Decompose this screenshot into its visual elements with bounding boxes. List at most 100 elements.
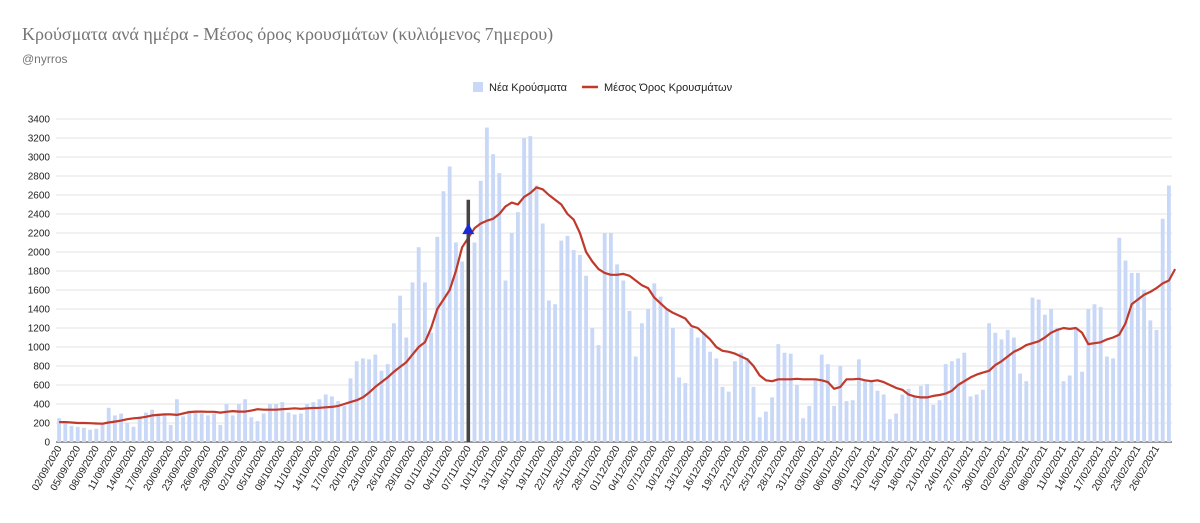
bar	[125, 423, 130, 442]
legend-label-bars: Νέα Κρούσματα	[489, 82, 568, 94]
bar	[391, 323, 396, 442]
bar	[329, 396, 334, 442]
bar	[88, 429, 93, 442]
bar	[670, 328, 675, 442]
bar	[1067, 375, 1072, 442]
bar	[801, 418, 806, 442]
bar	[906, 388, 911, 442]
bar	[453, 242, 458, 442]
legend: Νέα Κρούσματα Μέσος Όρος Κρουσμάτων	[473, 82, 733, 94]
bar	[212, 413, 217, 442]
bar	[646, 309, 651, 442]
y-axis-ticks: 0 200 400 600 800 1000 1200 1400 1600 1800 2000 220…	[28, 115, 51, 449]
y-tick-label: 1800	[28, 267, 51, 278]
bar	[813, 379, 818, 442]
y-tick-label: 600	[33, 381, 50, 392]
bar	[100, 423, 105, 442]
bar	[131, 426, 136, 442]
bar	[546, 300, 551, 442]
bar	[757, 417, 762, 442]
bar	[311, 402, 316, 442]
bar	[590, 328, 595, 442]
bar	[695, 337, 700, 442]
bar	[416, 247, 421, 442]
bar	[398, 295, 403, 442]
bar	[205, 415, 210, 442]
bar	[261, 413, 266, 442]
bar-series	[57, 127, 1171, 443]
bar	[1036, 299, 1041, 442]
y-tick-label: 3400	[28, 115, 51, 126]
bar	[745, 358, 750, 442]
bar	[286, 412, 291, 442]
bar	[844, 401, 849, 442]
bar	[714, 358, 719, 442]
bar	[354, 361, 359, 442]
bar	[937, 400, 942, 442]
bar	[385, 364, 390, 442]
bar	[782, 352, 787, 442]
bar	[150, 409, 155, 442]
bar	[1030, 297, 1035, 442]
bar	[336, 401, 341, 442]
bar	[825, 364, 830, 442]
bar	[81, 427, 86, 442]
bar	[999, 339, 1004, 442]
bar	[683, 383, 688, 442]
bar	[410, 282, 415, 442]
bar	[1104, 356, 1109, 442]
bar	[900, 394, 905, 442]
bar	[422, 282, 427, 442]
bar	[1098, 307, 1103, 442]
bar	[968, 396, 973, 442]
bar	[1142, 290, 1147, 442]
bar	[1086, 309, 1091, 442]
y-tick-label: 2200	[28, 229, 51, 240]
bar	[193, 411, 198, 442]
bar	[770, 397, 775, 442]
bar	[807, 405, 812, 442]
bar	[732, 361, 737, 442]
bar	[949, 361, 954, 442]
bar	[255, 421, 260, 442]
bar	[1005, 329, 1010, 442]
bar	[1092, 304, 1097, 442]
y-tick-label: 400	[33, 400, 50, 411]
bar	[1123, 260, 1128, 442]
bar	[664, 309, 669, 442]
bar	[838, 366, 843, 442]
bar	[230, 415, 235, 442]
bar	[658, 296, 663, 442]
y-tick-label: 1200	[28, 324, 51, 335]
moving-average-line	[59, 186, 1177, 425]
bar	[267, 404, 272, 442]
bar	[726, 391, 731, 442]
y-tick-label: 200	[33, 419, 50, 430]
bar	[596, 345, 601, 442]
bar	[788, 353, 793, 442]
bar	[534, 185, 539, 442]
triangle-marker	[462, 223, 475, 235]
bar	[404, 337, 409, 442]
bar	[472, 242, 477, 442]
bar	[478, 180, 483, 442]
bar	[143, 412, 148, 442]
bar	[348, 378, 353, 442]
bar	[503, 280, 508, 442]
bar	[1073, 328, 1078, 442]
y-tick-label: 3000	[28, 153, 51, 164]
bar	[980, 389, 985, 442]
bar	[379, 370, 384, 442]
bar	[540, 223, 545, 442]
bar	[119, 413, 124, 442]
bar	[701, 332, 706, 442]
y-tick-label: 2600	[28, 191, 51, 202]
y-tick-label: 2800	[28, 172, 51, 183]
bar	[1166, 185, 1171, 442]
bar	[106, 407, 111, 442]
bar	[1154, 329, 1159, 442]
bar	[367, 359, 372, 442]
bar	[429, 332, 434, 442]
bar	[162, 413, 167, 442]
bar	[1042, 314, 1047, 442]
